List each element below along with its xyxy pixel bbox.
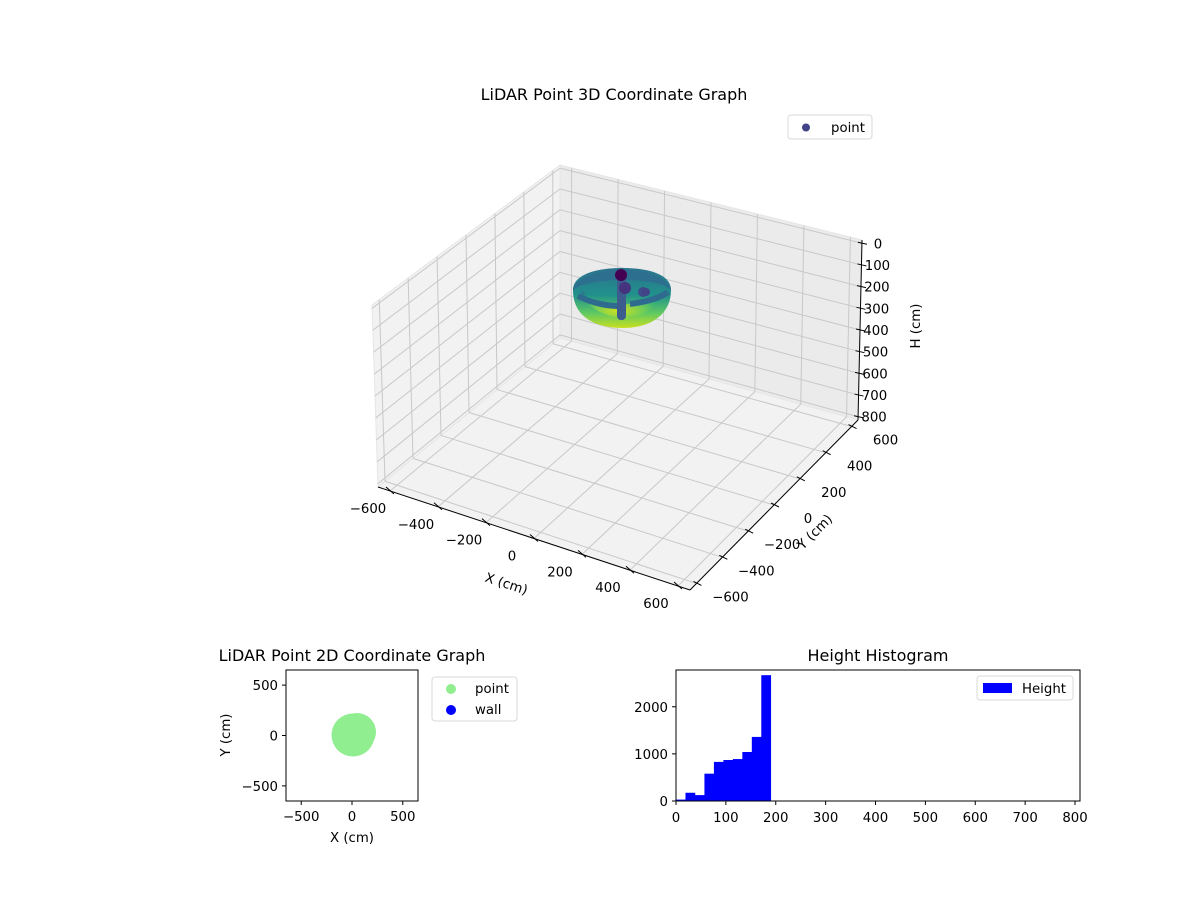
x-tick-label: 500 <box>390 810 415 825</box>
z-tick-label: 500 <box>863 346 888 361</box>
legend-label-height: Height <box>1022 682 1066 697</box>
x-tick-label: −500 <box>283 810 320 825</box>
z-tick-label: 0 <box>874 237 882 252</box>
height-histogram: Height Histogram 0 100 200 300 400 500 600 700 8… <box>634 646 1088 826</box>
histogram-bar <box>761 675 772 801</box>
point-cloud <box>573 268 671 328</box>
plot-2d-ticks: −500 0 500 500 0 −500 <box>241 679 415 825</box>
y-tick-label: 0 <box>804 512 812 527</box>
histogram-legend: Height <box>976 675 1074 701</box>
ticks-3d <box>385 241 868 590</box>
plot-3d: LiDAR Point 3D Coordinate Graph −600 −400… <box>350 85 924 612</box>
point-disk <box>331 713 376 757</box>
y-tick-label: −400 <box>738 564 775 579</box>
histogram-bar <box>694 795 705 801</box>
x-tick-label: 300 <box>813 811 838 826</box>
histogram-title: Height Histogram <box>808 646 949 665</box>
y-tick-label: 200 <box>821 486 846 501</box>
histogram-bar <box>713 761 724 801</box>
x-tick-label: 0 <box>508 550 516 565</box>
y-tick-label: 500 <box>253 679 278 694</box>
plot-3d-legend: point <box>787 114 873 140</box>
histogram-bar <box>742 751 753 801</box>
x-tick-label: 800 <box>1062 811 1087 826</box>
legend-label-point: point <box>475 682 509 697</box>
y-tick-label: 600 <box>873 434 898 449</box>
x-tick-label: 400 <box>595 581 620 596</box>
legend-label-point: point <box>831 121 865 136</box>
y-tick-label: 0 <box>270 730 278 745</box>
x-tick-label: 0 <box>348 810 356 825</box>
x-tick-label: −600 <box>350 502 387 517</box>
y-tick-label: 0 <box>660 795 668 810</box>
y-tick-label: 1000 <box>634 748 668 763</box>
x-axis-label: X (cm) <box>483 571 529 599</box>
z-tick-label: 200 <box>864 281 889 296</box>
z-tick-label: 300 <box>864 302 889 317</box>
z-tick-label: 700 <box>862 389 887 404</box>
legend-marker-wall <box>446 705 456 715</box>
y-axis-label: Y (cm) <box>794 512 836 554</box>
z-tick-label: 400 <box>863 324 888 339</box>
x-tick-label: 0 <box>672 811 680 826</box>
y-tick-label: −600 <box>712 590 749 605</box>
z-tick-label: 100 <box>865 259 890 274</box>
histogram-bar <box>723 760 734 801</box>
legend-marker-point <box>446 684 456 694</box>
plot-2d-legend: point wall <box>431 676 518 722</box>
plot-3d-title: LiDAR Point 3D Coordinate Graph <box>481 85 748 104</box>
y-tick-label: −200 <box>764 538 801 553</box>
x-tick-label: 500 <box>913 811 938 826</box>
y-tick-label: −500 <box>241 780 278 795</box>
legend-label-wall: wall <box>475 703 501 718</box>
x-tick-label: −200 <box>446 534 483 549</box>
histogram-bar <box>676 799 686 801</box>
x-tick-label: 200 <box>763 811 788 826</box>
x-tick-label: 600 <box>963 811 988 826</box>
z-axis-label: H (cm) <box>909 304 924 349</box>
x-tick-label: 400 <box>863 811 888 826</box>
histogram-frame <box>675 669 1081 802</box>
histogram-ticks: 0 100 200 300 400 500 600 700 800 0 1000 2000 <box>634 701 1088 826</box>
plot-2d-title: LiDAR Point 2D Coordinate Graph <box>219 646 486 665</box>
histogram-bar <box>704 773 715 801</box>
x-tick-label: −400 <box>398 518 435 533</box>
legend-swatch-height <box>983 683 1012 693</box>
histogram-bar <box>751 736 762 801</box>
y-tick-label: 400 <box>847 460 872 475</box>
z-tick-label: 800 <box>861 411 886 426</box>
plot-2d-ylabel: Y (cm) <box>219 714 234 758</box>
plot-2d: LiDAR Point 2D Coordinate Graph −500 0 500… <box>219 646 518 846</box>
x-tick-label: 100 <box>713 811 738 826</box>
x-tick-label: 700 <box>1012 811 1037 826</box>
z-tick-label: 600 <box>862 367 887 382</box>
histogram-bar <box>685 792 696 801</box>
x-tick-label: 600 <box>643 597 668 612</box>
histogram-bar <box>732 759 743 801</box>
x-tick-label: 200 <box>547 565 572 580</box>
y-tick-label: 2000 <box>634 701 668 716</box>
legend-marker-point <box>802 123 810 132</box>
histogram-bars <box>676 675 772 801</box>
plot-2d-xlabel: X (cm) <box>330 831 374 846</box>
